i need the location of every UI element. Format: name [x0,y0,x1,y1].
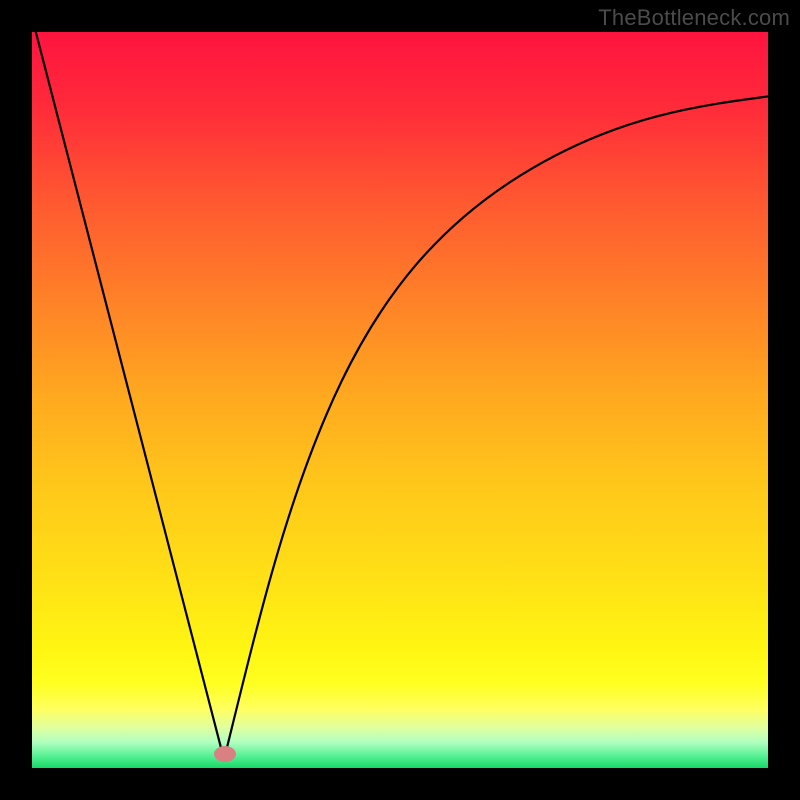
minimum-marker [214,746,236,762]
bottleneck-curve [32,32,768,768]
plot-area [32,32,768,768]
watermark-text: TheBottleneck.com [598,5,790,31]
chart-container: TheBottleneck.com [0,0,800,800]
